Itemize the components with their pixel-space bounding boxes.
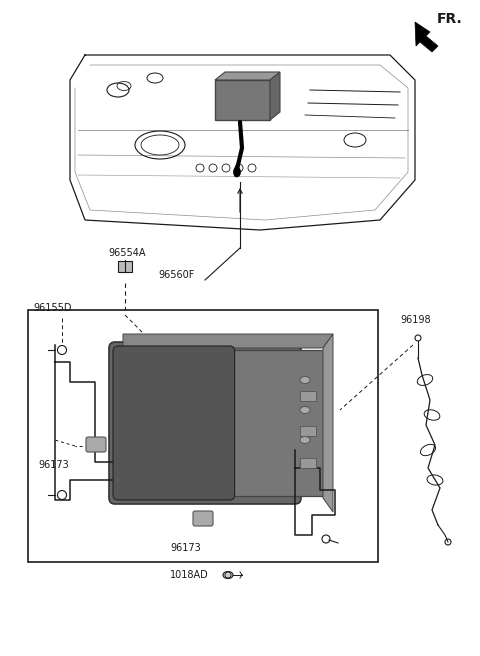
Bar: [300, 426, 316, 436]
Bar: [300, 458, 316, 468]
Text: 96198: 96198: [400, 315, 431, 325]
Polygon shape: [215, 80, 270, 120]
Polygon shape: [415, 22, 438, 52]
FancyBboxPatch shape: [109, 342, 301, 504]
Text: FR.: FR.: [436, 12, 462, 26]
Ellipse shape: [300, 436, 310, 443]
Ellipse shape: [223, 571, 233, 579]
Ellipse shape: [300, 377, 310, 384]
Bar: [300, 391, 316, 401]
Bar: [229, 350, 323, 496]
Polygon shape: [123, 334, 333, 348]
Ellipse shape: [233, 167, 240, 177]
Text: 96173: 96173: [170, 543, 201, 553]
FancyBboxPatch shape: [86, 437, 106, 452]
Polygon shape: [215, 72, 280, 80]
Text: 96554A: 96554A: [108, 248, 145, 258]
Text: 96560F: 96560F: [158, 270, 194, 280]
Polygon shape: [270, 72, 280, 120]
Text: 96173: 96173: [38, 460, 69, 470]
FancyBboxPatch shape: [193, 511, 213, 526]
Ellipse shape: [300, 462, 310, 468]
Text: 1018AD: 1018AD: [170, 570, 209, 580]
Bar: [118, 261, 132, 272]
FancyBboxPatch shape: [113, 346, 235, 500]
Polygon shape: [323, 334, 333, 512]
Bar: [28, 310, 378, 562]
Text: 96155D: 96155D: [33, 303, 72, 313]
Text: 96155E: 96155E: [288, 435, 325, 445]
Ellipse shape: [300, 407, 310, 413]
